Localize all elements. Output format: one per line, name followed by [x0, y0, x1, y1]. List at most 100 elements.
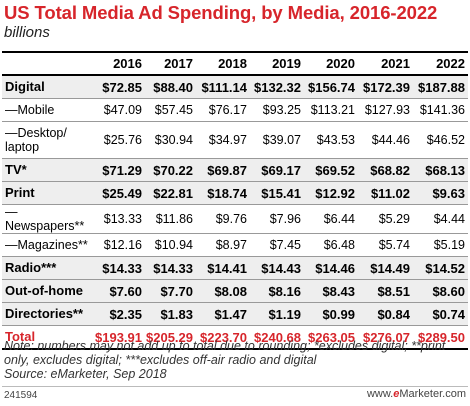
value-cell: $57.45 — [145, 98, 196, 122]
value-cell: $8.97 — [196, 233, 250, 257]
header-year-2016: 2016 — [94, 51, 145, 76]
value-cell: $88.40 — [145, 75, 196, 99]
value-cell: $14.43 — [250, 256, 304, 280]
value-cell: $132.32 — [250, 75, 304, 99]
value-cell: $0.74 — [413, 302, 468, 326]
row-label: Digital — [2, 75, 94, 99]
value-cell: $276.07 — [358, 325, 413, 350]
value-cell: $12.16 — [94, 233, 145, 257]
value-cell: $12.92 — [304, 181, 358, 205]
value-cell: $68.13 — [413, 158, 468, 182]
value-cell: $25.76 — [94, 121, 145, 159]
value-cell: $15.41 — [250, 181, 304, 205]
chart-id: 241594 — [4, 390, 38, 401]
header-year-2020: 2020 — [304, 51, 358, 76]
value-cell: $7.45 — [250, 233, 304, 257]
source-text: Source: eMarketer, Sep 2018 — [4, 367, 167, 381]
value-cell: $2.35 — [94, 302, 145, 326]
value-cell: $13.33 — [94, 204, 145, 234]
table-row: —Desktop/ laptop $25.76 $30.94 $34.97 $39.07… — [2, 121, 468, 159]
value-cell: $72.85 — [94, 75, 145, 99]
brand-e: e — [393, 388, 400, 400]
value-cell: $68.82 — [358, 158, 413, 182]
value-cell: $71.29 — [94, 158, 145, 182]
value-cell: $223.70 — [196, 325, 250, 350]
brand-logo[interactable]: www.eMarketer.com — [367, 388, 466, 400]
value-cell: $111.14 — [196, 75, 250, 99]
value-cell: $6.44 — [304, 204, 358, 234]
value-cell: $5.29 — [358, 204, 413, 234]
row-label: —Mobile — [2, 98, 94, 122]
table-row: —Magazines** $12.16 $10.94 $8.97 $7.45 $6.48 $… — [2, 233, 468, 257]
value-cell: $127.93 — [358, 98, 413, 122]
value-cell: $39.07 — [250, 121, 304, 159]
chart-subtitle: billions — [4, 24, 50, 41]
table-row: TV* $71.29 $70.22 $69.87 $69.17 $69.52 $68.82 $… — [2, 158, 468, 182]
row-label: Total — [2, 325, 94, 350]
value-cell: $25.49 — [94, 181, 145, 205]
value-cell: $4.44 — [413, 204, 468, 234]
value-cell: $14.46 — [304, 256, 358, 280]
value-cell: $14.33 — [145, 256, 196, 280]
value-cell: $8.43 — [304, 279, 358, 303]
row-label: —Desktop/ laptop — [2, 121, 94, 159]
value-cell: $11.86 — [145, 204, 196, 234]
table-row: —Mobile $47.09 $57.45 $76.17 $93.25 $113.21 $1… — [2, 98, 468, 122]
value-cell: $18.74 — [196, 181, 250, 205]
value-cell: $1.83 — [145, 302, 196, 326]
value-cell: $11.02 — [358, 181, 413, 205]
table-row: Digital $72.85 $88.40 $111.14 $132.32 $156.74… — [2, 75, 468, 99]
value-cell: $14.52 — [413, 256, 468, 280]
value-cell: $193.91 — [94, 325, 145, 350]
value-cell: $9.63 — [413, 181, 468, 205]
value-cell: $141.36 — [413, 98, 468, 122]
value-cell: $8.60 — [413, 279, 468, 303]
value-cell: $46.52 — [413, 121, 468, 159]
row-label: —Newspapers** — [2, 204, 94, 234]
value-cell: $0.99 — [304, 302, 358, 326]
table-row: Print $25.49 $22.81 $18.74 $15.41 $12.92 $11.0… — [2, 181, 468, 205]
value-cell: $7.96 — [250, 204, 304, 234]
value-cell: $113.21 — [304, 98, 358, 122]
value-cell: $69.17 — [250, 158, 304, 182]
value-cell: $30.94 — [145, 121, 196, 159]
table-row: Out-of-home $7.60 $7.70 $8.08 $8.16 $8.43 $8.5… — [2, 279, 468, 303]
brand-suffix: Marketer.com — [399, 388, 466, 400]
value-cell: $8.08 — [196, 279, 250, 303]
row-label: TV* — [2, 158, 94, 182]
value-cell: $240.68 — [250, 325, 304, 350]
header-label-cell — [2, 51, 94, 76]
value-cell: $22.81 — [145, 181, 196, 205]
value-cell: $70.22 — [145, 158, 196, 182]
value-cell: $0.84 — [358, 302, 413, 326]
value-cell: $43.53 — [304, 121, 358, 159]
value-cell: $6.48 — [304, 233, 358, 257]
value-cell: $44.46 — [358, 121, 413, 159]
value-cell: $93.25 — [250, 98, 304, 122]
table-header-row: 2016 2017 2018 2019 2020 2021 2022 — [2, 51, 468, 76]
value-cell: $289.50 — [413, 325, 468, 350]
value-cell: $156.74 — [304, 75, 358, 99]
brand-prefix: www. — [366, 388, 394, 400]
table-body: Digital $72.85 $88.40 $111.14 $132.32 $156.74… — [2, 75, 468, 350]
table-row: Radio*** $14.33 $14.33 $14.41 $14.43 $14.46 $1… — [2, 256, 468, 280]
value-cell: $69.87 — [196, 158, 250, 182]
footnote: Note: numbers may not add up to total du… — [4, 339, 466, 381]
chart-title: US Total Media Ad Spending, by Media, 20… — [4, 2, 438, 23]
value-cell: $9.76 — [196, 204, 250, 234]
data-table-container: 2016 2017 2018 2019 2020 2021 2022 Digital $72.… — [2, 51, 468, 350]
header-year-2018: 2018 — [196, 51, 250, 76]
value-cell: $7.60 — [94, 279, 145, 303]
value-cell: $172.39 — [358, 75, 413, 99]
table-row: Total $193.91 $205.29 $223.70 $240.68 $263.05… — [2, 325, 468, 350]
row-label: —Magazines** — [2, 233, 94, 257]
value-cell: $8.51 — [358, 279, 413, 303]
value-cell: $14.49 — [358, 256, 413, 280]
value-cell: $8.16 — [250, 279, 304, 303]
table-row: —Newspapers** $13.33 $11.86 $9.76 $7.96 $6.44… — [2, 204, 468, 234]
value-cell: $7.70 — [145, 279, 196, 303]
value-cell: $5.74 — [358, 233, 413, 257]
row-label: Print — [2, 181, 94, 205]
value-cell: $76.17 — [196, 98, 250, 122]
value-cell: $14.33 — [94, 256, 145, 280]
